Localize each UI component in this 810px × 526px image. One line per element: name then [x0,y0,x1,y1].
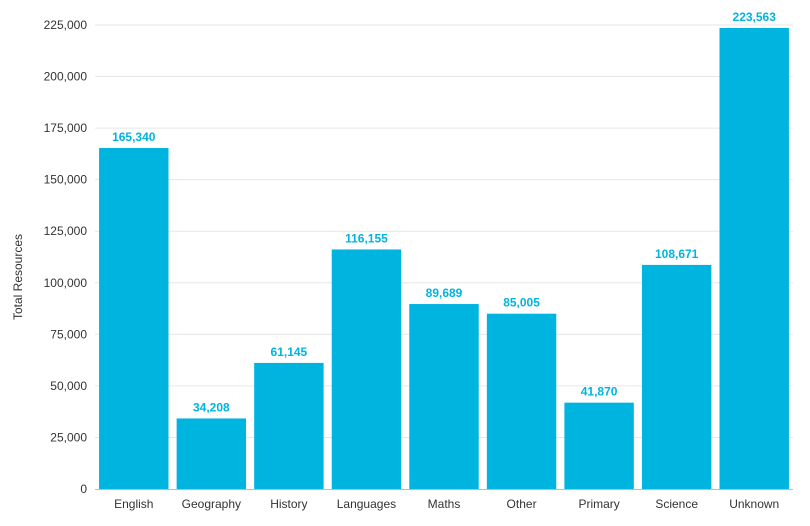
y-tick-label: 200,000 [44,70,88,84]
bar-primary[interactable] [564,402,634,489]
y-tick-label: 100,000 [44,276,88,290]
bar-other[interactable] [486,313,557,489]
bar-english[interactable] [99,148,169,490]
bar-unknown[interactable] [719,27,789,490]
bar-history[interactable] [254,362,324,489]
y-tick-label: 225,000 [44,18,88,32]
y-tick-label: 25,000 [50,430,87,444]
y-tick-label: 75,000 [50,327,87,341]
data-label: 89,689 [426,286,463,300]
x-tick-label: Science [655,497,698,511]
x-tick-label: Other [507,497,537,511]
x-tick-label: Primary [578,497,619,511]
data-labels: 165,340 34,208 61,145 116,155 89,689 85,005 41… [112,10,776,414]
x-axis-ticks: English Geography History Languages Maths Oth… [114,497,779,511]
grid-lines [95,24,793,438]
data-label: 34,208 [193,400,230,414]
data-label: 108,671 [655,247,699,261]
bar-languages[interactable] [331,249,402,489]
x-tick-label: English [114,497,153,511]
x-tick-label: Maths [428,497,461,511]
x-tick-label: Unknown [729,497,779,511]
y-axis-title: Total Resources [11,234,25,320]
x-tick-label: History [270,497,307,511]
bar-geography[interactable] [176,418,247,489]
data-label: 116,155 [345,231,388,245]
y-tick-label: 150,000 [44,173,88,187]
bar-maths[interactable] [409,304,479,489]
x-tick-label: Geography [182,497,241,511]
y-tick-label: 125,000 [44,224,88,238]
y-axis-ticks: 0 25,000 50,000 75,000 100,000 125,000 150,000… [44,18,88,496]
data-label: 165,340 [112,130,156,144]
x-tick-label: Languages [337,497,396,511]
y-tick-label: 0 [80,482,87,496]
y-tick-label: 175,000 [44,121,88,135]
y-tick-label: 50,000 [50,379,87,393]
bar-science[interactable] [641,264,712,489]
data-label: 85,005 [503,296,540,310]
bars [99,27,789,490]
data-label: 41,870 [581,385,618,399]
data-label: 223,563 [733,10,777,24]
data-label: 61,145 [271,345,308,359]
